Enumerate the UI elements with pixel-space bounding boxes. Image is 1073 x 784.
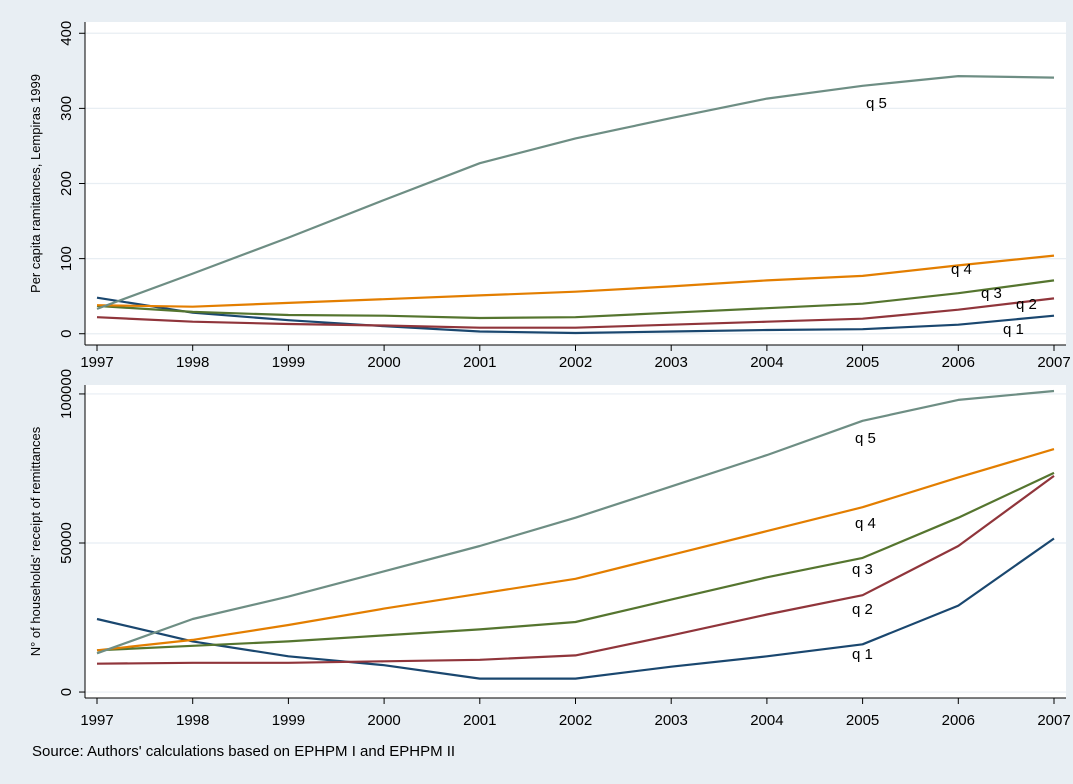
- series-line-q4: [96, 254, 1055, 308]
- x-tick-label: 1999: [272, 354, 305, 371]
- x-tick-label: 2000: [367, 712, 400, 729]
- remittances-per-capita-panel: 0 100 200 300 400 1997 1998 1999 2000 2001 2002 200…: [28, 21, 1071, 371]
- series-label-q5: q 5: [866, 95, 887, 112]
- x-tick-label: 2007: [1037, 712, 1070, 729]
- x-tick-label: 2005: [846, 712, 879, 729]
- series-label-q4: q 4: [855, 515, 876, 532]
- x-tick-label: 2006: [942, 354, 975, 371]
- x-tick-label: 1999: [272, 712, 305, 729]
- series-label-q1: q 1: [1003, 321, 1024, 338]
- series-line-q3: [96, 279, 1055, 320]
- series-line-q4: [96, 448, 1055, 652]
- y-tick-label: 200: [58, 171, 75, 196]
- x-tick-label: 2003: [655, 712, 688, 729]
- series-label-q1: q 1: [852, 646, 873, 663]
- y-tick-label: 50000: [58, 522, 75, 564]
- x-tick-label: 2001: [463, 354, 496, 371]
- series-label-q3: q 3: [981, 285, 1002, 302]
- x-tick-label: 2007: [1037, 354, 1070, 371]
- series-label-q3: q 3: [852, 561, 873, 578]
- y-tick-label: 0: [58, 688, 75, 696]
- x-tick-label: 1997: [80, 354, 113, 371]
- households-receiving-panel: 0 50000 100000 1997 1998 1999 2000 2001 2002 2003…: [28, 369, 1071, 729]
- x-tick-label: 2001: [463, 712, 496, 729]
- x-tick-label: 1998: [176, 354, 209, 371]
- x-tick-label: 2003: [655, 354, 688, 371]
- y-tick-label: 100: [58, 246, 75, 271]
- y-tick-label: 0: [58, 330, 75, 338]
- series-line-q3: [96, 471, 1055, 652]
- y-tick-label: 300: [58, 96, 75, 121]
- series-label-q5: q 5: [855, 430, 876, 447]
- y-tick-label: 100000: [58, 369, 75, 419]
- x-tick-label: 1998: [176, 712, 209, 729]
- series-line-q2: [96, 475, 1055, 665]
- x-tick-label: 2004: [750, 712, 783, 729]
- x-tick-label: 2002: [559, 354, 592, 371]
- series-line-q5: [96, 389, 1055, 655]
- series-line-q1: [96, 296, 1055, 335]
- x-tick-label: 2005: [846, 354, 879, 371]
- series-line-q2: [96, 297, 1055, 329]
- x-tick-label: 2002: [559, 712, 592, 729]
- y-axis-title: Per capita ramitances, Lempiras 1999: [28, 74, 43, 293]
- series-line-q5: [96, 74, 1055, 310]
- x-tick-label: 2000: [367, 354, 400, 371]
- series-label-q2: q 2: [852, 601, 873, 618]
- x-tick-label: 2004: [750, 354, 783, 371]
- series-label-q4: q 4: [951, 261, 972, 278]
- source-note: Source: Authors' calculations based on E…: [32, 743, 455, 760]
- series-line-q1: [96, 537, 1055, 680]
- plot-area: [85, 385, 1066, 698]
- y-axis-title: N° of households' receipt of remittances: [28, 426, 43, 656]
- y-tick-label: 400: [58, 21, 75, 46]
- x-tick-label: 1997: [80, 712, 113, 729]
- series-label-q2: q 2: [1016, 296, 1037, 313]
- x-tick-label: 2006: [942, 712, 975, 729]
